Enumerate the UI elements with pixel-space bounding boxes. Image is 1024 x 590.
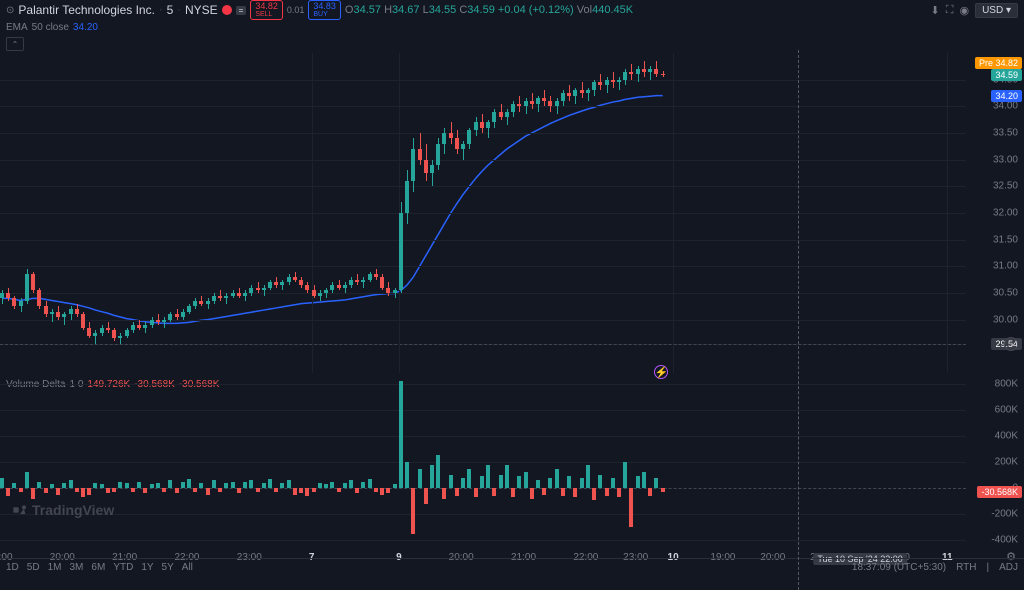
- delayed-badge: [222, 5, 232, 15]
- fullscreen-icon[interactable]: ⛶: [946, 4, 954, 17]
- timeframe-YTD[interactable]: YTD: [113, 562, 133, 573]
- currency-select[interactable]: USD ▾: [975, 3, 1018, 18]
- rth-toggle[interactable]: RTH: [956, 562, 976, 573]
- interval[interactable]: 5: [167, 3, 174, 17]
- spread: 0.01: [287, 5, 305, 15]
- chart-header: ⊙ Palantir Technologies Inc. · 5 · NYSE …: [0, 0, 1024, 20]
- timeframe-6M[interactable]: 6M: [91, 562, 105, 573]
- search-icon[interactable]: ⊙: [6, 5, 14, 16]
- timeframe-All[interactable]: All: [182, 562, 193, 573]
- collapse-indicators-button[interactable]: ⌃: [6, 37, 24, 51]
- timeframe-1M[interactable]: 1M: [48, 562, 62, 573]
- sell-button[interactable]: 34.82 SELL: [250, 0, 283, 20]
- clock: 18:37:09 (UTC+5:30): [852, 562, 946, 573]
- footer-bar: 1D 5D 1M 3M 6M YTD 1Y 5Y All 18:37:09 (UTC+5:30)…: [0, 558, 1024, 576]
- adj-toggle[interactable]: ADJ: [999, 562, 1018, 573]
- timeframe-3M[interactable]: 3M: [70, 562, 84, 573]
- buy-button[interactable]: 34.83 BUY: [308, 0, 341, 20]
- tradingview-brand: TradingView: [12, 502, 114, 518]
- timeframe-5Y[interactable]: 5Y: [162, 562, 174, 573]
- symbol-name[interactable]: Palantir Technologies Inc.: [18, 3, 155, 17]
- timeframe-1Y[interactable]: 1Y: [141, 562, 153, 573]
- eq-badge: =: [236, 6, 247, 15]
- download-icon[interactable]: ⬇: [931, 4, 940, 17]
- exchange: NYSE: [185, 3, 218, 17]
- timeframe-1D[interactable]: 1D: [6, 562, 19, 573]
- timeframe-buttons: 1D 5D 1M 3M 6M YTD 1Y 5Y All: [6, 562, 193, 573]
- price-axis[interactable]: 29.5430.0030.5031.0031.5032.0032.5033.00…: [966, 53, 1024, 373]
- camera-icon[interactable]: ◉: [959, 4, 969, 17]
- price-chart[interactable]: 29.5430.0030.5031.0031.5032.0032.5033.00…: [0, 53, 966, 373]
- ohlc-display: O34.57 H34.67 L34.55 C34.59 +0.04 (+0.12…: [345, 4, 633, 16]
- ema-indicator-row[interactable]: EMA 50 close 34.20: [0, 20, 1024, 35]
- tradingview-logo-icon: [12, 502, 28, 518]
- timeframe-5D[interactable]: 5D: [27, 562, 40, 573]
- volume-axis[interactable]: -400K-200K0200K400K600K800K-30.568K: [966, 377, 1024, 547]
- volume-chart[interactable]: Volume Delta 1 0 149.726K -30.568K -30.5…: [0, 377, 966, 547]
